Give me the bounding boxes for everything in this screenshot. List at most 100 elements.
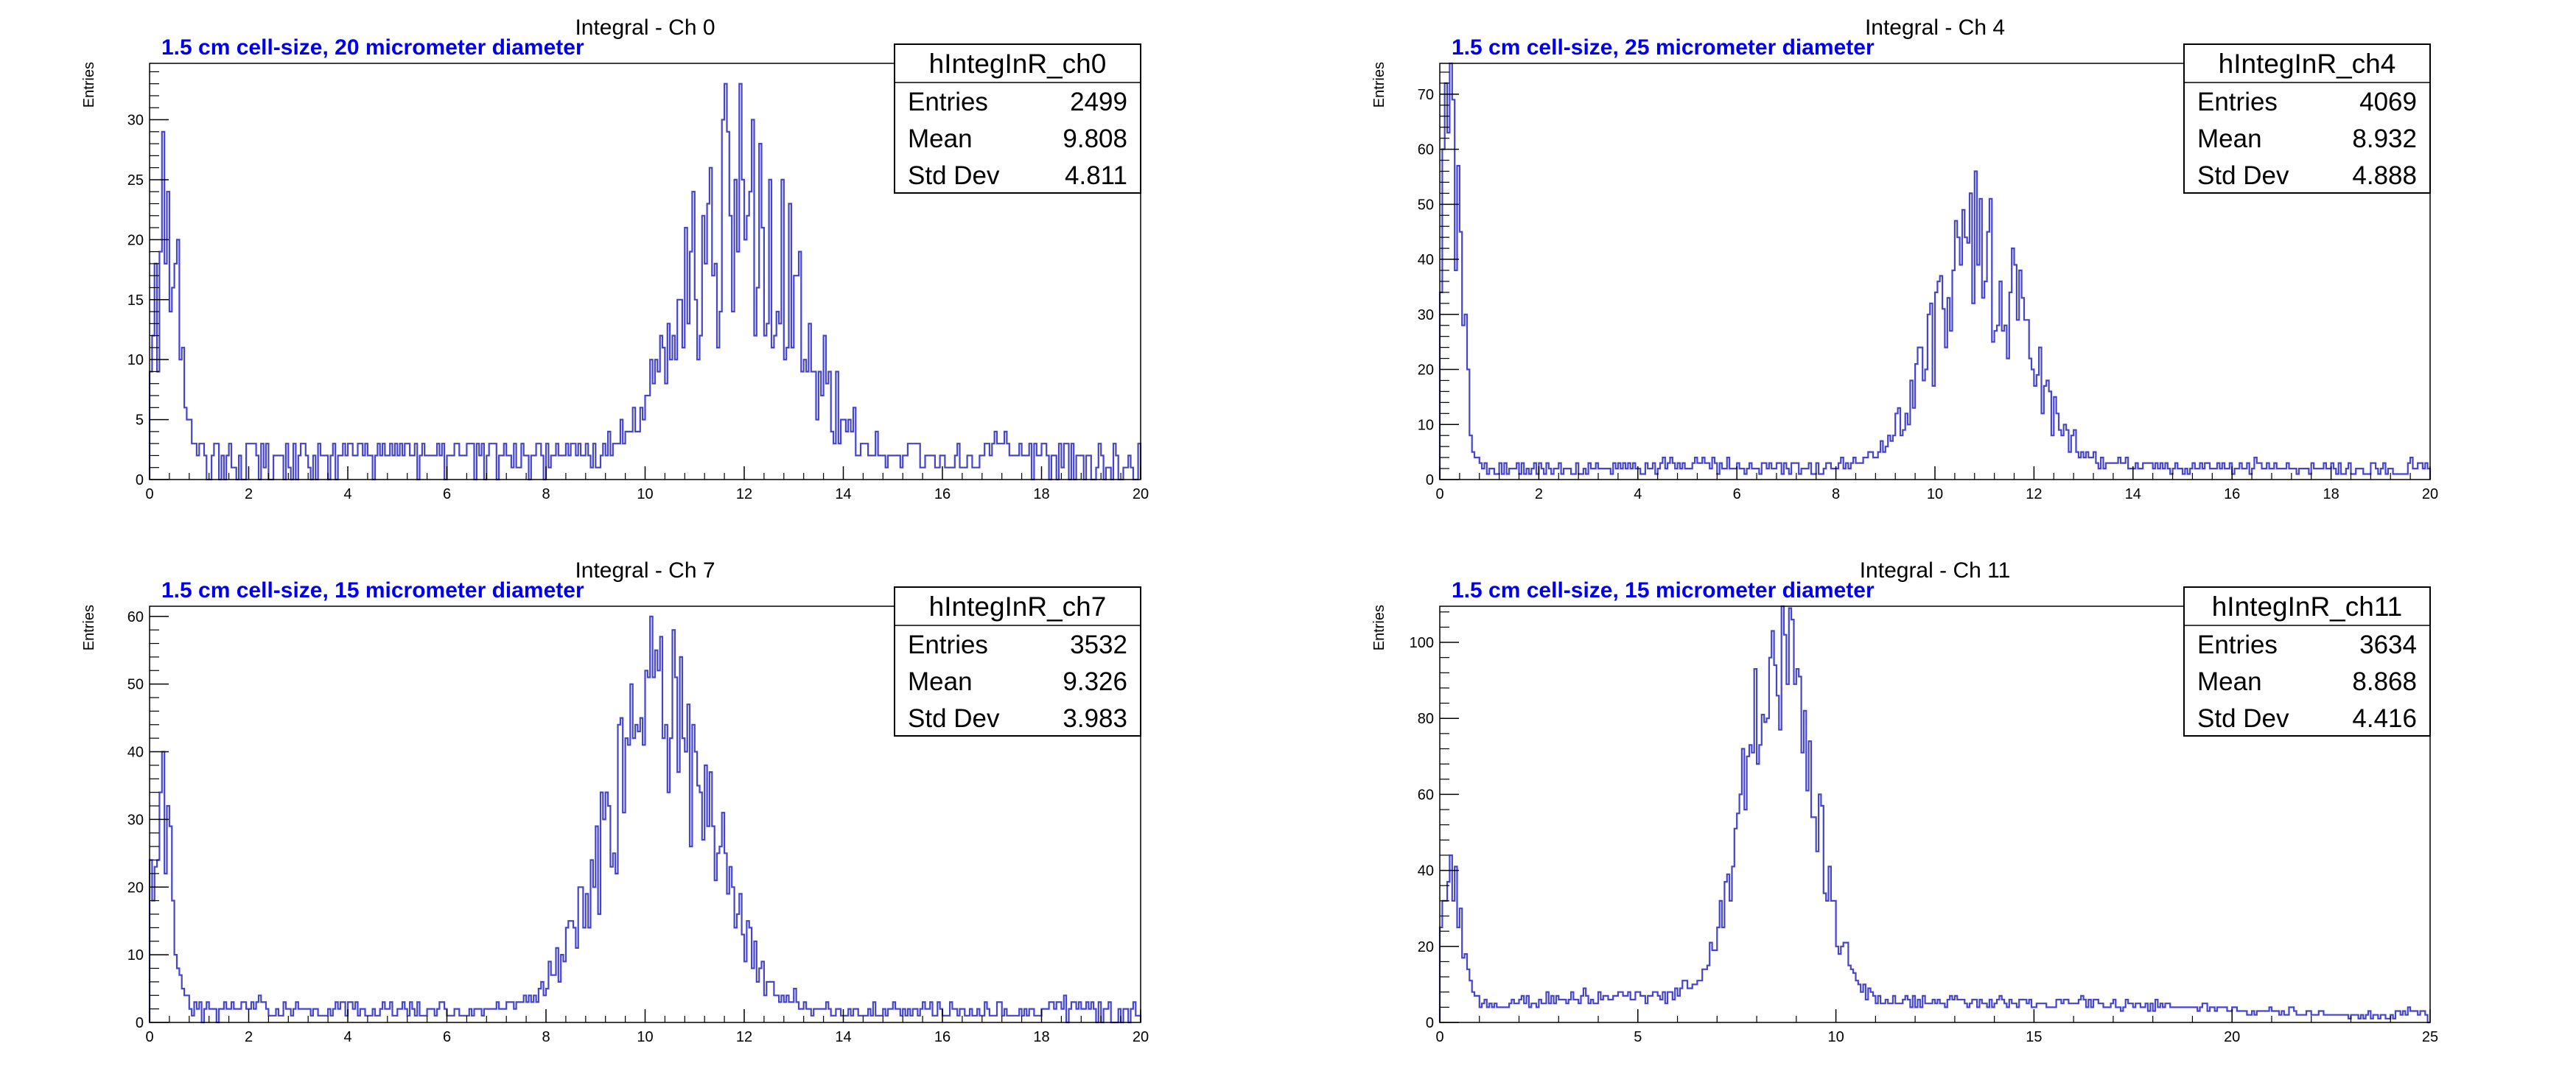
- stats-key: Entries: [2197, 631, 2278, 659]
- chart-title: Integral - Ch 11: [1860, 558, 2011, 583]
- plot-frame: [1439, 606, 2431, 1023]
- y-axis-label: Entries: [1371, 605, 1387, 650]
- histogram-line: [1438, 62, 2432, 480]
- y-tick-label: 0: [136, 472, 144, 488]
- stats-histogram-name: hIntegInR_ch4: [2219, 49, 2396, 79]
- y-tick-label: 0: [1426, 472, 1434, 488]
- stats-key: Std Dev: [908, 161, 1000, 190]
- stats-value: 3532: [1070, 631, 1127, 659]
- y-tick-label: 10: [1418, 417, 1434, 433]
- y-axis-label: Entries: [81, 62, 97, 108]
- stats-value: 4.811: [1065, 161, 1127, 190]
- stats-key: Std Dev: [908, 704, 1000, 733]
- y-tick-label: 80: [1418, 711, 1434, 727]
- x-tick-label: 0: [145, 486, 153, 502]
- x-tick-label: 12: [736, 1029, 752, 1045]
- stats-histogram-name: hIntegInR_ch0: [929, 49, 1107, 79]
- y-tick-label: 40: [1418, 863, 1434, 880]
- stats-key: Entries: [2197, 88, 2278, 116]
- x-tick-label: 8: [542, 1029, 550, 1045]
- y-tick-label: 50: [127, 677, 144, 693]
- histogram-line: [148, 615, 1142, 1024]
- x-tick-label: 6: [1733, 486, 1741, 502]
- x-tick-label: 2: [245, 486, 253, 502]
- x-tick-label: 14: [2125, 486, 2141, 502]
- x-tick-label: 14: [835, 486, 851, 502]
- chart-title: Integral - Ch 0: [575, 15, 715, 40]
- stats-histogram-name: hIntegInR_ch7: [929, 592, 1107, 622]
- y-tick-label: 0: [1426, 1015, 1434, 1031]
- stats-value: 2499: [1070, 88, 1127, 116]
- x-tick-label: 15: [2026, 1029, 2042, 1045]
- stats-key: Std Dev: [2197, 161, 2289, 190]
- x-tick-label: 16: [934, 1029, 951, 1045]
- x-tick-label: 20: [1133, 1029, 1149, 1045]
- y-tick-label: 40: [1418, 252, 1434, 268]
- stats-box-frame: [894, 43, 1141, 194]
- stats-value: 4.888: [2352, 161, 2417, 190]
- stats-key: Mean: [2197, 124, 2262, 153]
- stats-value: 3.983: [1063, 704, 1127, 733]
- y-tick-label: 5: [136, 413, 144, 429]
- x-tick-label: 18: [1033, 486, 1049, 502]
- stats-value: 3634: [2359, 631, 2417, 659]
- histogram-line: [1438, 605, 2430, 1024]
- x-tick-label: 14: [835, 1029, 851, 1045]
- x-tick-label: 12: [736, 486, 752, 502]
- stats-box-frame: [2183, 586, 2431, 737]
- stats-key: Mean: [908, 667, 973, 696]
- stats-key: Mean: [2197, 667, 2262, 696]
- y-tick-label: 20: [1418, 362, 1434, 379]
- y-tick-label: 0: [136, 1015, 144, 1031]
- x-tick-label: 10: [1827, 1029, 1844, 1045]
- stats-value: 8.868: [2352, 667, 2417, 696]
- stats-box: hIntegInR_ch4 Entries 4069 Mean 8.932 Std Dev…: [2183, 43, 2431, 194]
- y-tick-label: 30: [127, 812, 144, 828]
- y-tick-label: 70: [1418, 87, 1434, 103]
- x-tick-label: 12: [2026, 486, 2042, 502]
- x-tick-label: 16: [934, 486, 951, 502]
- x-tick-label: 0: [1435, 486, 1443, 502]
- histogram-panel-3: Integral - Ch 111.5 cm cell-size, 15 mic…: [1371, 558, 2438, 1045]
- x-tick-label: 4: [343, 1029, 351, 1045]
- y-tick-label: 60: [127, 609, 144, 625]
- x-tick-label: 20: [2224, 1029, 2240, 1045]
- x-tick-label: 20: [1133, 486, 1149, 502]
- stats-box-frame: [894, 586, 1141, 737]
- y-tick-label: 60: [1418, 142, 1434, 158]
- stats-value: 8.932: [2352, 124, 2417, 153]
- x-tick-label: 25: [2422, 1029, 2438, 1045]
- y-tick-label: 25: [127, 172, 144, 189]
- x-tick-label: 6: [443, 1029, 451, 1045]
- stats-value: 4069: [2359, 88, 2417, 116]
- x-tick-label: 6: [443, 486, 451, 502]
- y-tick-label: 20: [127, 880, 144, 896]
- histogram-panel-2: Integral - Ch 71.5 cm cell-size, 15 micr…: [81, 558, 1149, 1045]
- chart-subtitle: 1.5 cm cell-size, 20 micrometer diameter: [161, 35, 584, 60]
- stats-value: 4.416: [2352, 704, 2417, 733]
- y-tick-label: 30: [1418, 307, 1434, 323]
- stats-box-frame: [2183, 43, 2431, 194]
- x-tick-label: 10: [1927, 486, 1943, 502]
- stats-key: Std Dev: [2197, 704, 2289, 733]
- chart-subtitle: 1.5 cm cell-size, 15 micrometer diameter: [1452, 578, 1875, 603]
- y-tick-label: 30: [127, 113, 144, 129]
- x-tick-label: 2: [1535, 486, 1543, 502]
- histogram-panel-1: Integral - Ch 41.5 cm cell-size, 25 micr…: [1371, 15, 2438, 502]
- y-axis-label: Entries: [81, 605, 97, 650]
- histogram-panel-0: Integral - Ch 01.5 cm cell-size, 20 micr…: [81, 15, 1149, 502]
- x-tick-label: 8: [1832, 486, 1840, 502]
- y-tick-label: 20: [127, 232, 144, 248]
- chart-subtitle: 1.5 cm cell-size, 25 micrometer diameter: [1452, 35, 1875, 60]
- histogram-line: [148, 83, 1142, 481]
- x-tick-label: 4: [343, 486, 351, 502]
- x-tick-label: 20: [2422, 486, 2438, 502]
- x-tick-label: 16: [2224, 486, 2240, 502]
- y-tick-label: 40: [127, 745, 144, 761]
- y-tick-label: 100: [1410, 635, 1434, 651]
- y-tick-label: 15: [127, 292, 144, 309]
- chart-subtitle: 1.5 cm cell-size, 15 micrometer diameter: [161, 578, 584, 603]
